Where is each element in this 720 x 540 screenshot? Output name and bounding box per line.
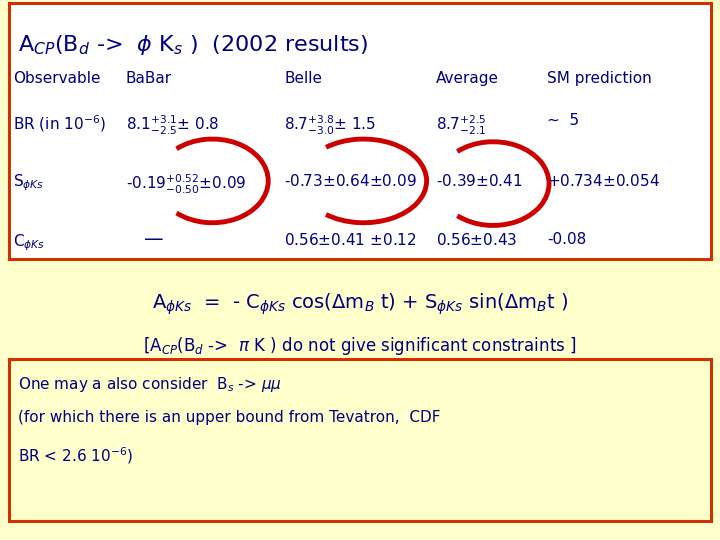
Text: Belle: Belle bbox=[284, 71, 323, 86]
Text: -0.73$\pm$0.64$\pm$0.09: -0.73$\pm$0.64$\pm$0.09 bbox=[284, 173, 417, 189]
Text: 0.56$\pm$0.43: 0.56$\pm$0.43 bbox=[436, 232, 517, 248]
Text: Average: Average bbox=[436, 71, 498, 86]
Text: —: — bbox=[144, 230, 163, 248]
Text: S$_{\phi Ks}$: S$_{\phi Ks}$ bbox=[13, 173, 44, 193]
Text: +0.734$\pm$0.054: +0.734$\pm$0.054 bbox=[547, 173, 660, 189]
FancyBboxPatch shape bbox=[9, 359, 711, 521]
Text: A$_{\phi Ks}$  =  - C$_{\phi Ks}$ cos($\Delta$m$_B$ t) + S$_{\phi Ks}$ sin($\Del: A$_{\phi Ks}$ = - C$_{\phi Ks}$ cos($\De… bbox=[152, 292, 568, 317]
Text: C$_{\phi Ks}$: C$_{\phi Ks}$ bbox=[13, 232, 45, 253]
Text: BR < 2.6 10$^{-6}$): BR < 2.6 10$^{-6}$) bbox=[18, 446, 133, 466]
Text: 8.1$^{+3.1}_{-2.5}$$\pm$ 0.8: 8.1$^{+3.1}_{-2.5}$$\pm$ 0.8 bbox=[126, 113, 219, 137]
Text: -0.08: -0.08 bbox=[547, 232, 587, 247]
Text: SM prediction: SM prediction bbox=[547, 71, 652, 86]
Text: Observable: Observable bbox=[13, 71, 101, 86]
Text: -0.19$^{+0.52}_{-0.50}$$\pm$0.09: -0.19$^{+0.52}_{-0.50}$$\pm$0.09 bbox=[126, 173, 246, 196]
Text: 8.7$^{+2.5}_{-2.1}$: 8.7$^{+2.5}_{-2.1}$ bbox=[436, 113, 486, 137]
Text: BR (in 10$^{-6}$): BR (in 10$^{-6}$) bbox=[13, 113, 106, 134]
Text: One may a also consider  B$_s$ -> $\mu\mu$: One may a also consider B$_s$ -> $\mu\mu… bbox=[18, 375, 282, 394]
Text: -0.39$\pm$0.41: -0.39$\pm$0.41 bbox=[436, 173, 522, 189]
Text: 0.56$\pm$0.41 $\pm$0.12: 0.56$\pm$0.41 $\pm$0.12 bbox=[284, 232, 417, 248]
Text: A$_{CP}$(B$_d$ ->  $\phi$ K$_s$ )  (2002 results): A$_{CP}$(B$_d$ -> $\phi$ K$_s$ ) (2002 r… bbox=[18, 33, 368, 57]
Text: [A$_{CP}$(B$_d$ ->  $\pi$ K ) do not give significant constraints ]: [A$_{CP}$(B$_d$ -> $\pi$ K ) do not give… bbox=[143, 335, 577, 357]
Text: (for which there is an upper bound from Tevatron,  CDF: (for which there is an upper bound from … bbox=[18, 410, 441, 426]
Text: BaBar: BaBar bbox=[126, 71, 172, 86]
Text: ~  5: ~ 5 bbox=[547, 113, 580, 129]
FancyBboxPatch shape bbox=[9, 3, 711, 259]
Text: 8.7$^{+3.8}_{-3.0}$$\pm$ 1.5: 8.7$^{+3.8}_{-3.0}$$\pm$ 1.5 bbox=[284, 113, 377, 137]
